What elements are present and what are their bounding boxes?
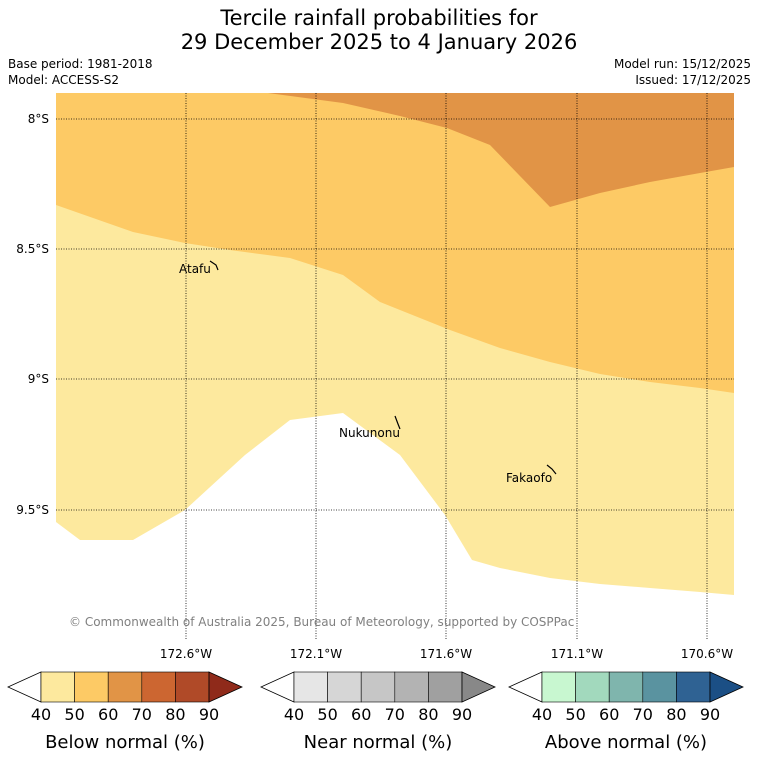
- near-normal-tick-label: 40: [284, 705, 304, 724]
- lon-label-172-1w: 172.1°W: [290, 647, 342, 661]
- below-normal-swatch: [175, 671, 210, 703]
- near-normal-swatch: [293, 671, 328, 703]
- above-normal-tick-label: 70: [633, 705, 653, 724]
- below-normal-swatch: [74, 671, 109, 703]
- lon-label-170-6w: 170.6°W: [681, 647, 733, 661]
- near-normal-label: Near normal (%): [304, 732, 453, 753]
- above-normal-label: Above normal (%): [545, 732, 707, 753]
- above-normal-extend-high: [709, 671, 744, 703]
- above-normal-tick-label: 50: [565, 705, 585, 724]
- below-normal-tick-label: 70: [132, 705, 152, 724]
- above-normal-swatch: [575, 671, 610, 703]
- near-normal-tick-label: 80: [418, 705, 438, 724]
- lat-label-9s: 9°S: [28, 372, 49, 386]
- place-label-atafu: Atafu: [179, 262, 211, 276]
- lon-label-171-1w: 171.1°W: [551, 647, 603, 661]
- above-normal-swatch: [676, 671, 711, 703]
- below-normal-swatch: [141, 671, 176, 703]
- below-normal-tick-label: 80: [165, 705, 185, 724]
- region-below-60-70: [268, 93, 734, 207]
- below-normal-tick-label: 60: [98, 705, 118, 724]
- model-name: Model: ACCESS-S2: [8, 73, 120, 87]
- below-normal-swatch: [40, 671, 75, 703]
- base-period: Base period: 1981-2018: [8, 57, 153, 71]
- below-normal-colorbar: 40 50 60 70 80 90 Below normal (%): [7, 671, 243, 753]
- above-normal-tick-label: 60: [599, 705, 619, 724]
- latitude-labels: 8°S 8.5°S 9°S 9.5°S: [16, 112, 49, 517]
- near-normal-extend-high: [461, 671, 496, 703]
- near-normal-swatch: [428, 671, 463, 703]
- near-normal-swatch: [394, 671, 429, 703]
- nukunonu-outline: [394, 415, 401, 430]
- above-normal-tick-label: 90: [700, 705, 720, 724]
- below-normal-extend-high: [208, 671, 243, 703]
- place-label-fakaofo: Fakaofo: [506, 471, 552, 485]
- near-normal-tick-label: 70: [385, 705, 405, 724]
- lat-label-8s: 8°S: [28, 112, 49, 126]
- atoll-outlines: [209, 260, 557, 475]
- graticule: [56, 93, 734, 639]
- atafu-outline: [209, 260, 219, 271]
- issued-date: Issued: 17/12/2025: [635, 73, 751, 87]
- below-normal-tick-label: 50: [64, 705, 84, 724]
- near-normal-extend-low: [260, 671, 295, 703]
- above-normal-extend-low: [508, 671, 543, 703]
- near-normal-tick-label: 90: [452, 705, 472, 724]
- longitude-labels: 172.6°W 172.1°W 171.6°W 171.1°W 170.6°W: [160, 647, 733, 661]
- below-normal-swatch: [107, 671, 143, 703]
- place-label-nukunonu: Nukunonu: [339, 426, 400, 440]
- lat-label-8-5s: 8.5°S: [16, 242, 49, 256]
- below-normal-extend-low: [7, 671, 42, 703]
- model-run: Model run: 15/12/2025: [613, 57, 751, 71]
- above-normal-swatch: [608, 671, 644, 703]
- copyright-notice: © Commonwealth of Australia 2025, Bureau…: [69, 615, 574, 629]
- above-normal-colorbar: 40 50 60 70 80 90 Above normal (%): [508, 671, 744, 753]
- fakaofo-outline: [546, 464, 557, 475]
- near-normal-tick-label: 60: [351, 705, 371, 724]
- lon-label-172-6w: 172.6°W: [160, 647, 212, 661]
- near-normal-swatch: [360, 671, 396, 703]
- above-normal-tick-label: 40: [532, 705, 552, 724]
- title-line-2: 29 December 2025 to 4 January 2026: [180, 30, 578, 54]
- lon-label-171-6w: 171.6°W: [420, 647, 472, 661]
- title-line-1: Tercile rainfall probabilities for: [220, 6, 538, 30]
- below-normal-tick-label: 90: [199, 705, 219, 724]
- colorbar-legends: 40 50 60 70 80 90 Below normal (%) 40 50 60 70 80 90…: [7, 671, 744, 753]
- lat-label-9-5s: 9.5°S: [16, 503, 49, 517]
- above-normal-tick-label: 80: [666, 705, 686, 724]
- above-normal-swatch: [642, 671, 677, 703]
- probability-map: Atafu Nukunonu Fakaofo © Commonwealth of…: [56, 93, 734, 639]
- near-normal-colorbar: 40 50 60 70 80 90 Near normal (%): [260, 671, 496, 753]
- near-normal-tick-label: 50: [317, 705, 337, 724]
- below-normal-tick-label: 40: [31, 705, 51, 724]
- below-normal-label: Below normal (%): [45, 732, 205, 753]
- near-normal-swatch: [327, 671, 362, 703]
- above-normal-swatch: [541, 671, 576, 703]
